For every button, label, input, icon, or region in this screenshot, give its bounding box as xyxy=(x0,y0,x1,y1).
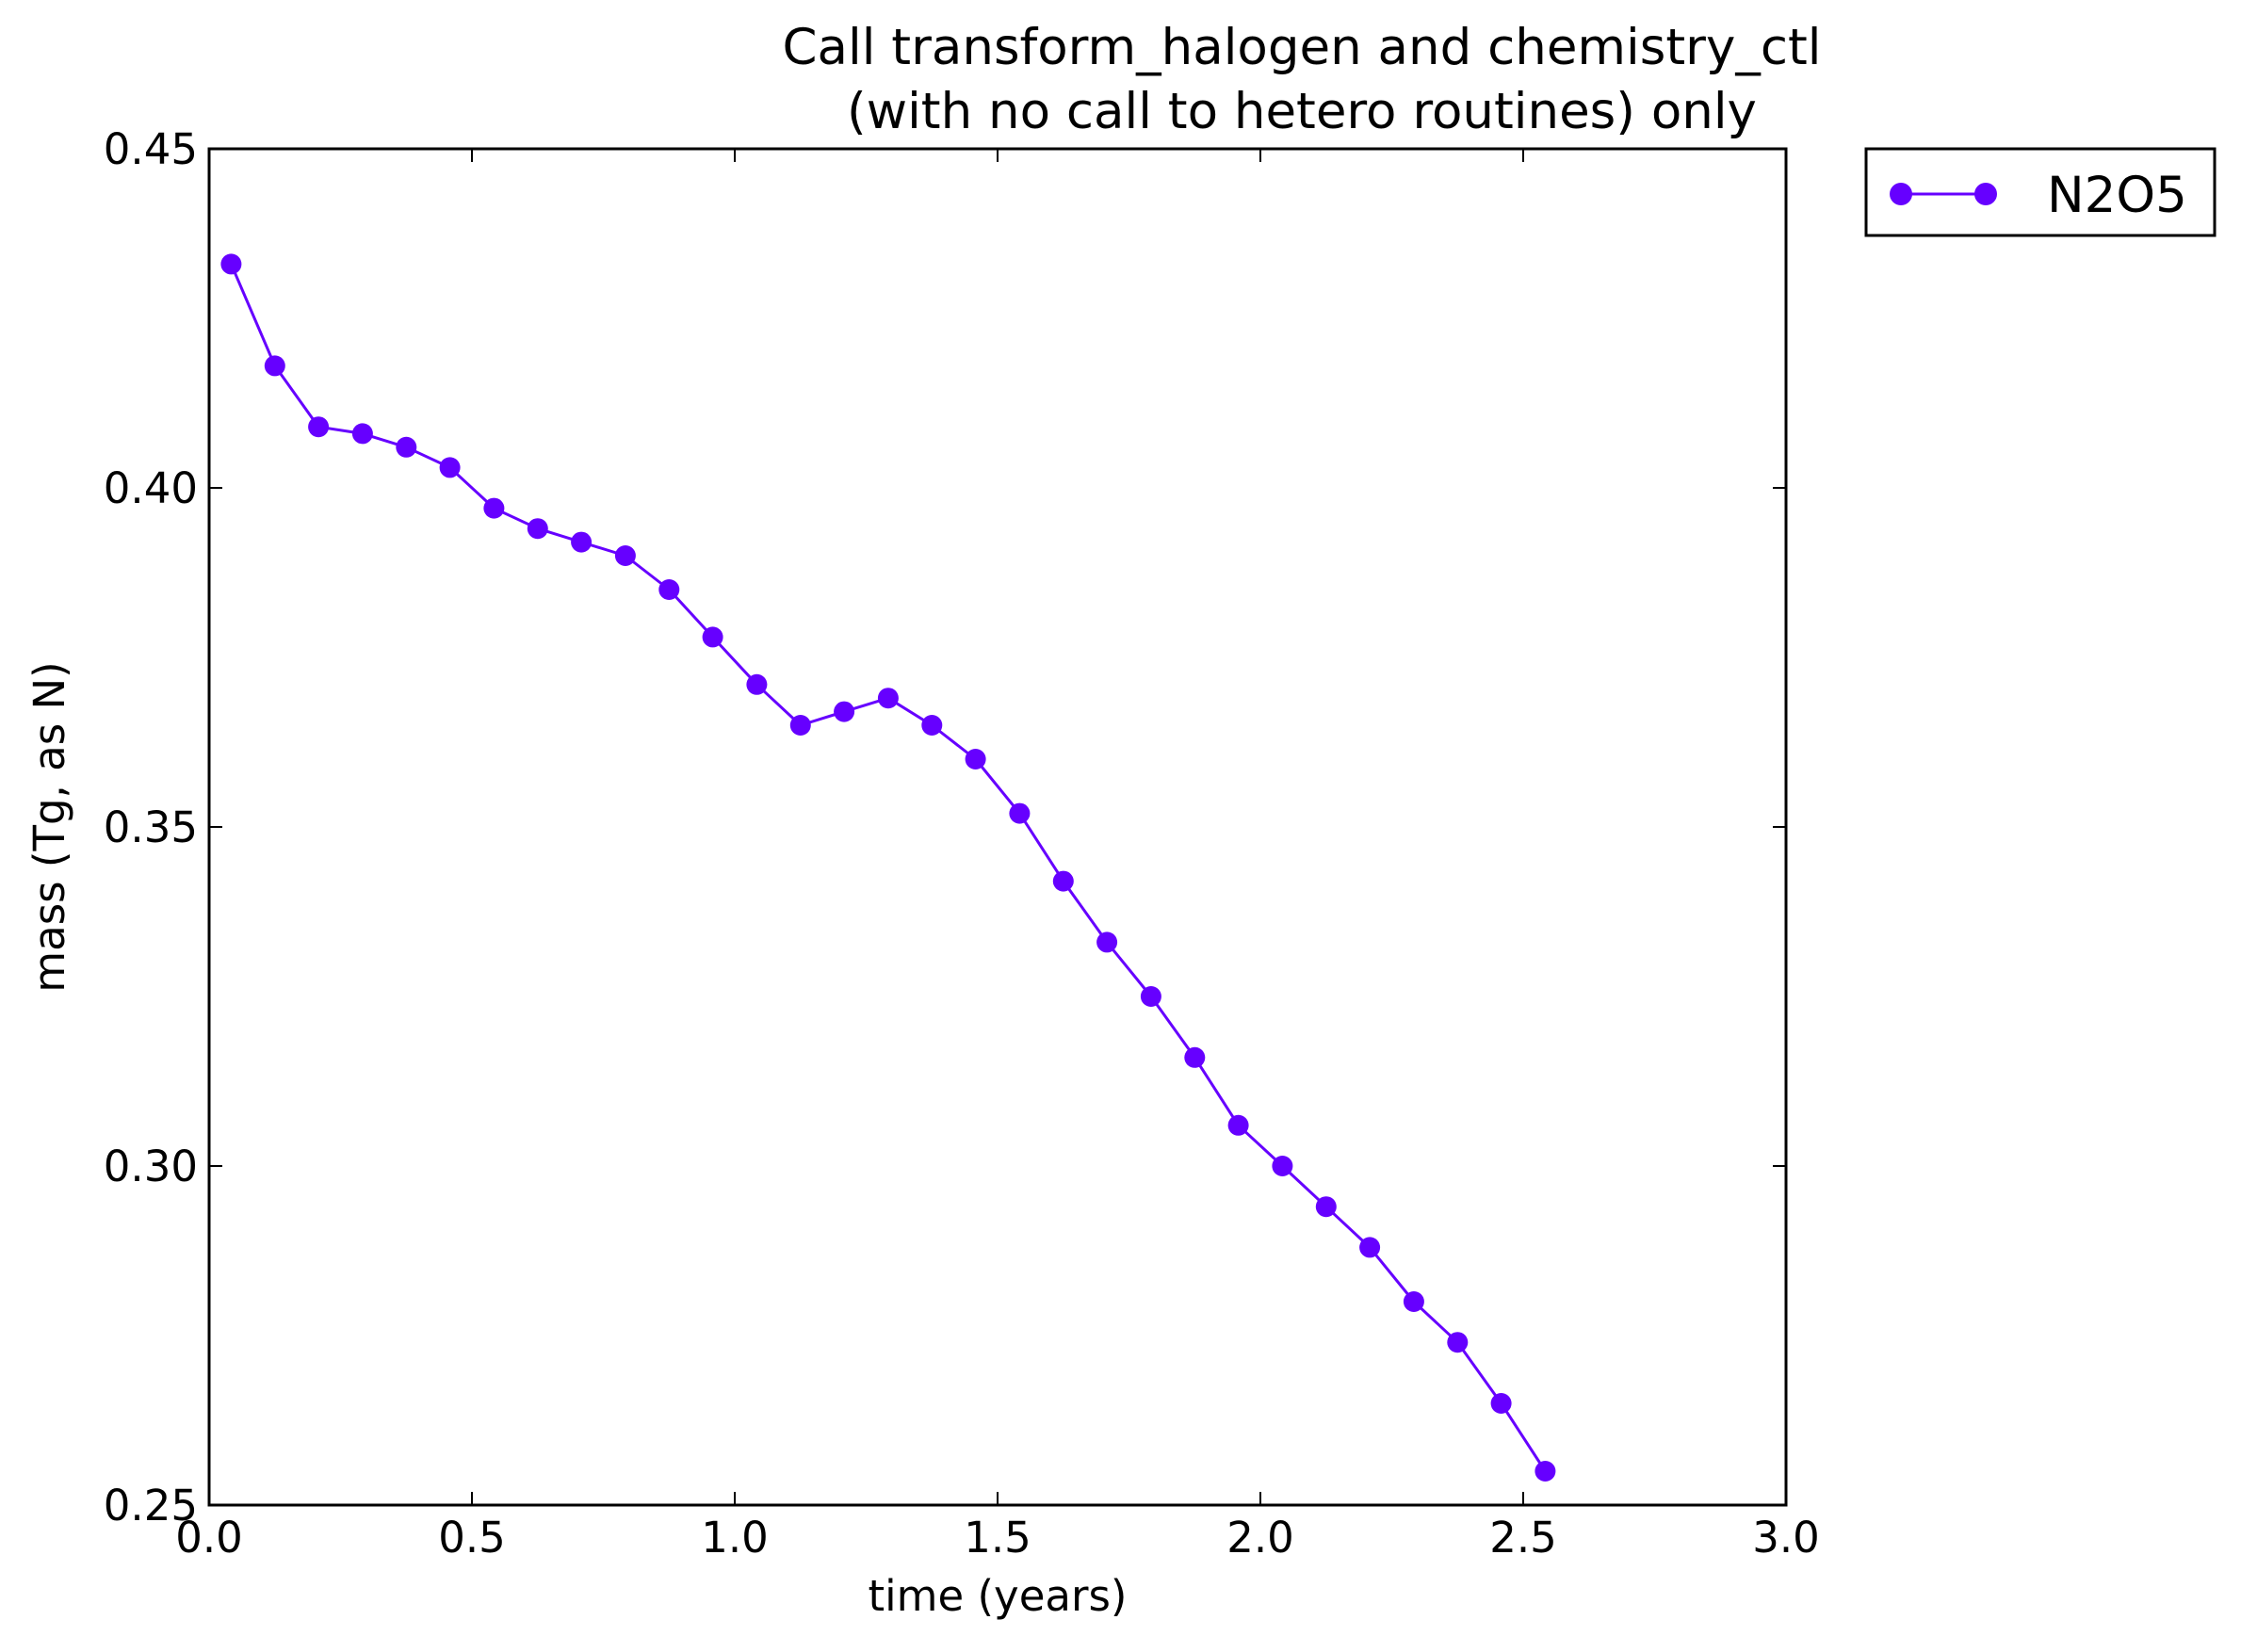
data-point xyxy=(834,701,855,722)
data-point xyxy=(1009,802,1031,824)
legend-label-n2o5: N2O5 xyxy=(2047,167,2187,224)
y-axis-label: mass (Tg, as N) xyxy=(24,661,74,992)
data-point xyxy=(1490,1393,1512,1414)
y-tick-label: 0.40 xyxy=(104,463,198,513)
y-tick-label: 0.25 xyxy=(104,1481,198,1531)
data-point xyxy=(746,673,768,695)
x-tick-label: 2.5 xyxy=(1489,1513,1557,1563)
x-tick-label: 1.0 xyxy=(701,1513,769,1563)
data-point xyxy=(351,423,373,445)
axis-ticks: 0.0 0.5 1.0 1.5 2.0 2.5 3.0 0.25 0.30 0.35 0.40 0.4… xyxy=(104,124,1820,1563)
data-point xyxy=(658,579,680,600)
legend-marker-right xyxy=(1974,183,1997,205)
data-point xyxy=(877,688,899,709)
x-axis-label: time (years) xyxy=(869,1571,1128,1621)
data-point xyxy=(1535,1461,1556,1482)
data-point xyxy=(439,457,461,478)
y-tick-label: 0.35 xyxy=(104,802,198,852)
series-layer xyxy=(220,253,1556,1482)
y-tick-label: 0.45 xyxy=(104,124,198,174)
legend: N2O5 xyxy=(1864,147,2217,237)
plot-frame xyxy=(207,147,1788,1507)
data-point xyxy=(1096,931,1118,953)
chart-title-line1: Call transform_halogen and chemistry_ctl xyxy=(783,19,1822,76)
data-point xyxy=(1315,1196,1337,1218)
x-tick-label: 1.5 xyxy=(964,1513,1031,1563)
data-point xyxy=(614,545,636,566)
data-point xyxy=(483,497,505,519)
data-point xyxy=(1052,870,1074,892)
x-tick-label: 0.0 xyxy=(175,1513,243,1563)
data-point xyxy=(702,626,723,648)
data-point xyxy=(220,253,242,275)
data-point xyxy=(1403,1291,1424,1312)
chart-title-line2: (with no call to hetero routines) only xyxy=(847,83,1757,140)
data-point xyxy=(396,436,417,458)
data-point xyxy=(1227,1114,1249,1136)
data-point xyxy=(1140,986,1161,1007)
data-point xyxy=(1184,1046,1206,1068)
legend-box xyxy=(1864,147,2217,237)
data-point xyxy=(789,715,811,736)
data-point xyxy=(1359,1237,1381,1258)
data-point xyxy=(1272,1156,1293,1176)
x-tick-label: 2.0 xyxy=(1226,1513,1294,1563)
x-tick-label: 0.5 xyxy=(438,1513,506,1563)
y-tick-label: 0.30 xyxy=(104,1142,198,1191)
data-point xyxy=(308,416,330,438)
data-point xyxy=(527,518,548,540)
data-point xyxy=(921,715,943,736)
data-point xyxy=(571,531,593,553)
data-point xyxy=(1447,1332,1469,1353)
data-point xyxy=(965,749,986,769)
legend-marker-left xyxy=(1890,183,1912,205)
x-tick-label: 3.0 xyxy=(1752,1513,1820,1563)
data-point xyxy=(264,355,285,377)
